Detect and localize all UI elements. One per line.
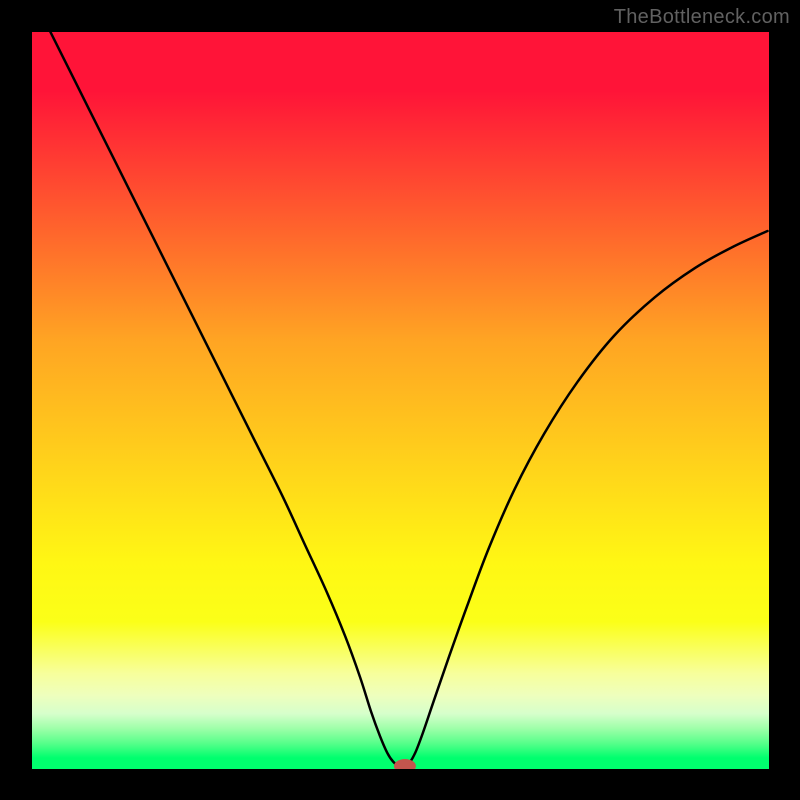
chart-background	[32, 32, 769, 769]
chart-plot-area	[32, 32, 769, 769]
watermark-text: TheBottleneck.com	[614, 6, 790, 29]
chart-svg	[32, 32, 769, 769]
